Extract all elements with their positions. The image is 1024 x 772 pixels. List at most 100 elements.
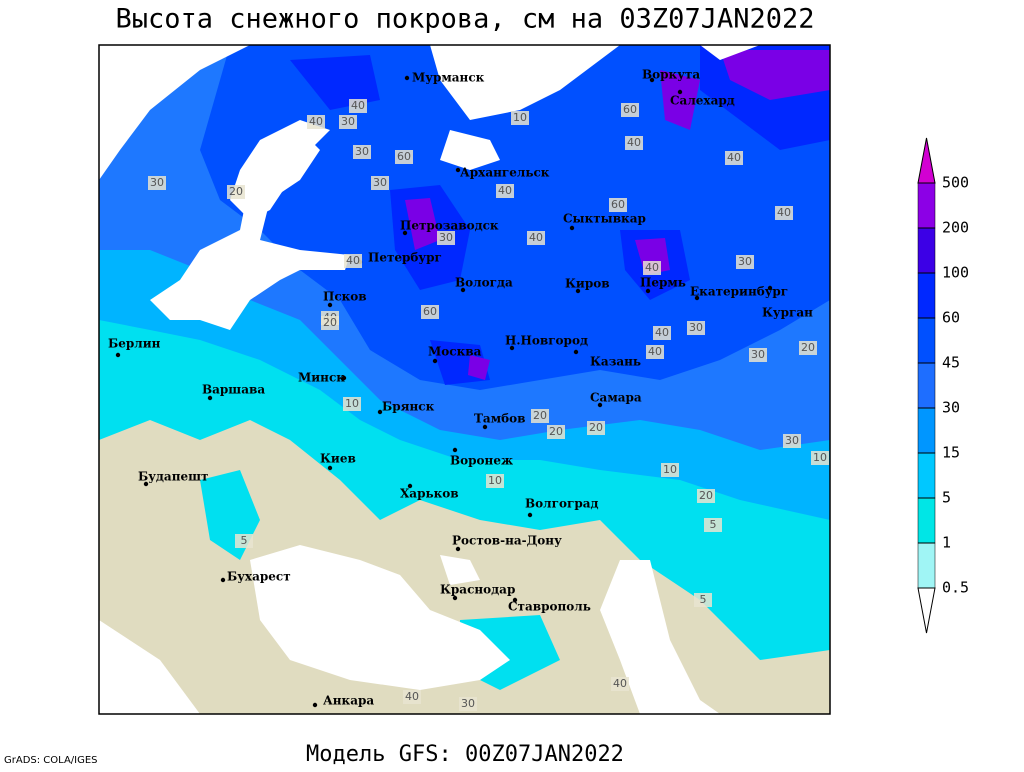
city-label: Будапешт <box>138 470 208 484</box>
contour-label: 40 <box>655 326 669 339</box>
contour-label: 30 <box>751 348 765 361</box>
contour-label: 40 <box>613 677 627 690</box>
contour-label-bg <box>339 115 357 129</box>
city-dot <box>569 225 575 231</box>
contour-label-bg <box>625 136 643 150</box>
city-label: Н.Новгород <box>505 334 588 348</box>
contour-label: 30 <box>341 115 355 128</box>
contour-label: 40 <box>645 261 659 274</box>
contour-label-bg <box>687 321 705 335</box>
contour-label-bg <box>321 316 339 330</box>
city-dot <box>512 597 518 603</box>
contour-label-bg <box>349 99 367 113</box>
colorbar-label: 5 <box>942 489 951 507</box>
contour-label: 30 <box>738 255 752 268</box>
colorbar-box <box>917 227 936 274</box>
city-dot <box>573 349 579 355</box>
contour-label: 40 <box>309 115 323 128</box>
colorbar-box <box>917 497 936 544</box>
contour-label: 5 <box>700 593 707 606</box>
contour-label-bg <box>661 463 679 477</box>
contour-label: 60 <box>611 198 625 211</box>
city-dot <box>452 595 458 601</box>
contour-label: 20 <box>589 421 603 434</box>
contour-label-bg <box>736 255 754 269</box>
contour-label: 60 <box>623 103 637 116</box>
city-dot <box>432 358 438 364</box>
city-label: Сыктывкар <box>563 212 646 226</box>
contour-label: 40 <box>346 254 360 267</box>
city-label: Самара <box>590 391 642 405</box>
city-label: Бухарест <box>227 570 291 584</box>
contour-label: 10 <box>345 397 359 410</box>
contour-label: 30 <box>373 176 387 189</box>
contour-label: 20 <box>801 341 815 354</box>
city-label: Берлин <box>108 337 161 351</box>
city-label: Анкара <box>323 694 374 708</box>
colorbar-label: 1 <box>942 534 951 552</box>
city-label: Москва <box>428 345 482 359</box>
contour-label-bg <box>587 421 605 435</box>
contour-label-bg <box>353 145 371 159</box>
contour-label-bg <box>486 474 504 488</box>
colorbar-label: 45 <box>942 354 960 372</box>
contour-label-bg <box>459 697 477 711</box>
contour-label-bg <box>307 115 325 129</box>
contour-label: 20 <box>699 489 713 502</box>
contour-label: 40 <box>529 231 543 244</box>
contour-label: 20 <box>533 409 547 422</box>
contour-label-bg <box>531 409 549 423</box>
city-dot <box>327 302 333 308</box>
contour-label: 40 <box>405 690 419 703</box>
city-label: Псков <box>323 290 367 304</box>
city-dot <box>455 167 461 173</box>
contour-label-bg <box>749 348 767 362</box>
contour-label-bg <box>725 151 743 165</box>
colorbar-label: 15 <box>942 444 960 462</box>
contour-label: 40 <box>627 136 641 149</box>
contour-label-bg <box>775 206 793 220</box>
city-dot <box>527 512 533 518</box>
contour-label-bg <box>621 103 639 117</box>
contour-label: 30 <box>689 321 703 334</box>
contour-label: 20 <box>549 425 563 438</box>
city-label: Харьков <box>400 487 459 501</box>
colorbar-label: 100 <box>942 264 969 282</box>
contour-label-bg <box>547 425 565 439</box>
contour-label: 5 <box>710 518 717 531</box>
city-dot <box>312 702 318 708</box>
contour-label: 40 <box>648 345 662 358</box>
colorbar-label: 200 <box>942 219 969 237</box>
city-dot <box>143 481 149 487</box>
city-label: Варшава <box>202 383 265 397</box>
contour-label: 30 <box>785 434 799 447</box>
contour-label-bg <box>344 254 362 268</box>
city-dot <box>452 447 458 453</box>
contour-label: 20 <box>323 316 337 329</box>
contour-label: 10 <box>488 474 502 487</box>
contour-label-bg <box>511 111 529 125</box>
city-label: Тамбов <box>474 412 525 426</box>
city-label: Воронеж <box>450 454 513 468</box>
city-dot <box>207 395 213 401</box>
contour-label: 30 <box>461 697 475 710</box>
city-dot <box>402 230 408 236</box>
contour-label-bg <box>643 261 661 275</box>
colorbar-high <box>917 137 936 184</box>
city-label: Вологда <box>455 276 513 290</box>
city-label: Минск <box>298 371 345 385</box>
map-frame <box>98 44 831 715</box>
contour-label: 40 <box>777 206 791 219</box>
contour-label: 30 <box>439 231 453 244</box>
colorbar-label: 500 <box>942 174 969 192</box>
city-label: Петербург <box>368 251 442 265</box>
city-dot <box>482 424 488 430</box>
contour-label: 60 <box>423 305 437 318</box>
footer: Модель GFS: 00Z07JAN2022 <box>306 742 624 767</box>
contour-label-bg <box>611 677 629 691</box>
credit: GrADS: COLA/IGES <box>4 755 98 766</box>
city-label: Петрозаводск <box>400 219 499 233</box>
contour-label: 60 <box>397 150 411 163</box>
